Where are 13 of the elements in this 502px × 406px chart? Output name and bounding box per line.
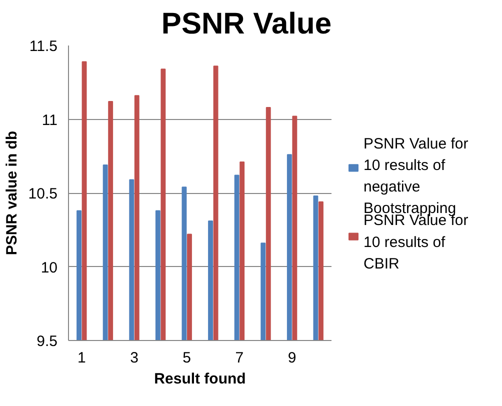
x-tick-label: 3 [130,350,138,366]
chart-title: PSNR Value [161,8,332,40]
y-tick-label: 10 [40,259,58,276]
y-tick-label: 11 [42,112,58,129]
x-tick-label: 1 [77,350,86,366]
x-axis-title: Result found [154,370,246,388]
y-tick-label: 10.5 [28,186,58,202]
y-tick-label: 11.5 [29,38,58,55]
y-axis-title: PSNR value in db [3,130,20,256]
x-tick-label: 7 [235,350,244,366]
x-tick-label: 5 [182,350,192,366]
x-tick-label: 9 [288,350,296,366]
y-tick-label: 9.5 [36,333,58,350]
